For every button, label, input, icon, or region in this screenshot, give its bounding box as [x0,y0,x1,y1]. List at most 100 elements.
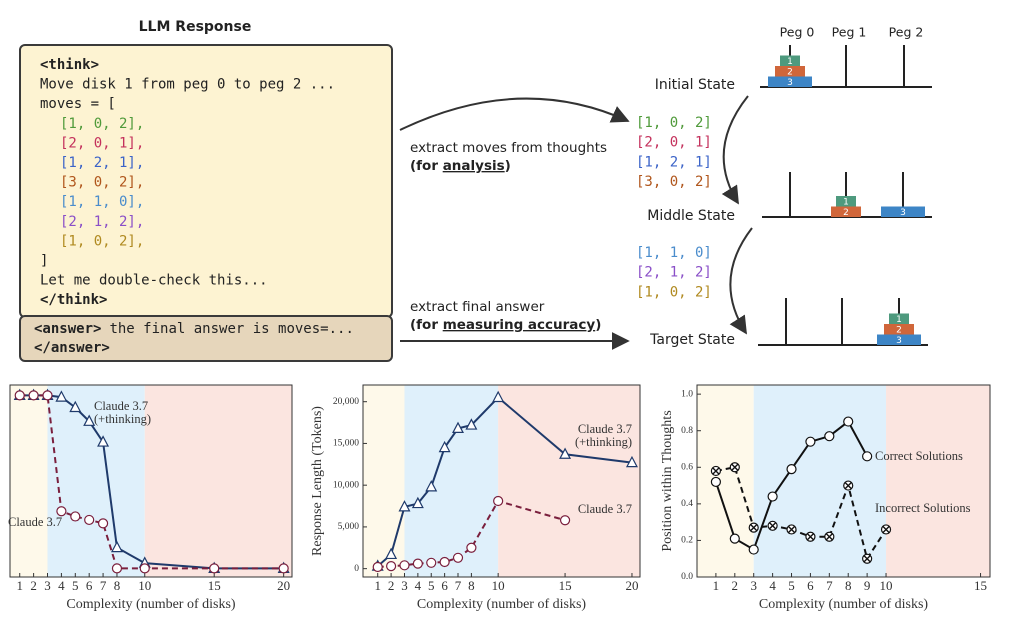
marker-cross [863,555,871,563]
y-tick-label: 0.0 [681,572,693,582]
x-axis-label: Complexity (number of disks) [417,597,586,612]
x-tick-label: 4 [58,578,65,593]
y-axis-label: Position within Thoughts [660,410,675,551]
disk [884,324,914,335]
arrow [721,95,749,205]
y-tick-label: 20,000 [333,397,359,407]
marker [386,561,397,572]
answer-text: the final answer is moves=... [109,321,353,337]
move: [2, 1, 2] [636,265,712,281]
code-line: </think> [40,292,107,308]
move: [2, 0, 1] [636,135,712,151]
marker [452,421,465,434]
purpose-part: (for [410,317,443,333]
arrow-label: extract final answer [410,299,545,315]
move: [1, 0, 2] [636,284,712,300]
code-line: [3, 0, 2], [60,175,144,191]
marker [438,440,451,453]
series-line [715,466,887,562]
region [886,385,990,577]
marker [69,400,82,413]
x-tick-label: 3 [750,578,757,593]
disk-label: 3 [900,208,906,218]
move: [1, 2, 1] [636,154,712,170]
panel-title: LLM Response [139,19,252,35]
marker-cross [788,525,796,533]
region [363,385,405,577]
marker [412,558,423,569]
disk-label: 3 [896,336,902,346]
series-line [377,499,566,568]
answer-box [19,315,393,362]
x-axis-label: Complexity (number of disks) [66,597,235,612]
disk-label: 1 [843,197,849,207]
marker [209,563,220,574]
arrow-purpose: (for analysis) [410,158,511,174]
series-label: Claude 3.7 [8,516,63,529]
x-tick-label: 10 [492,578,505,593]
marker [111,563,123,574]
marker [625,455,638,468]
marker-cross [806,533,814,541]
y-axis-label: Response Length (Tokens) [310,406,325,556]
y-tick-label: 0.8 [681,426,693,436]
x-tick-label: 15 [559,578,572,593]
marker [492,390,505,403]
marker-cross [844,482,852,490]
x-tick-label: 20 [625,578,638,593]
purpose-part: ) [505,158,511,174]
marker [729,533,740,544]
code-line: moves = [ [40,96,116,112]
marker [372,561,383,573]
x-tick-label: 6 [807,578,814,593]
state-label: Target State [649,332,735,348]
marker [824,431,835,442]
disk-label: 1 [787,57,793,67]
y-tick-label: 0.2 [681,536,693,546]
marker [767,520,778,531]
series-label: Correct Solutions [875,450,963,463]
marker [710,476,722,488]
marker [398,500,411,512]
y-tick-label: 0.6 [681,462,693,472]
marker [880,524,892,535]
marker [28,390,39,401]
x-tick-label: 1 [16,578,23,593]
answer-tag: <answer> [34,321,101,337]
series-label: Incorrect Solutions [875,502,971,515]
region [404,385,499,577]
series-label-box: Claude 3.7 (+thinking) [575,423,632,449]
x-tick-label: 1 [374,578,381,593]
disk [831,206,861,217]
move: [3, 0, 2] [636,174,712,190]
x-tick-label: 7 [826,578,833,593]
move: [1, 1, 0] [636,245,712,261]
x-tick-label: 1 [713,578,720,593]
x-tick-label: 9 [864,578,871,593]
x-tick-label: 2 [30,578,37,593]
marker [786,464,797,475]
plot-frame [362,384,641,578]
peg-label: Peg 1 [832,25,867,40]
x-tick-label: 8 [114,578,121,593]
marker [843,480,854,491]
code-line: [1, 1, 0], [60,194,144,210]
plot-frame [9,384,293,578]
marker [439,556,450,568]
peg-label: Peg 0 [780,25,815,40]
marker [84,514,95,526]
x-tick-label: 8 [845,578,852,593]
x-axis-label: Complexity (number of disks) [759,597,928,612]
marker [97,518,109,529]
state-label: Initial State [655,77,735,93]
code-line: [1, 0, 2], [60,233,144,249]
arrow [729,227,753,335]
marker-cross [750,524,758,532]
region [498,385,640,577]
marker [139,563,150,574]
disk [889,313,909,324]
disk [881,206,925,217]
code-line: Move disk 1 from peg 0 to peg 2 ... [40,77,335,93]
x-tick-label: 5 [72,578,79,593]
